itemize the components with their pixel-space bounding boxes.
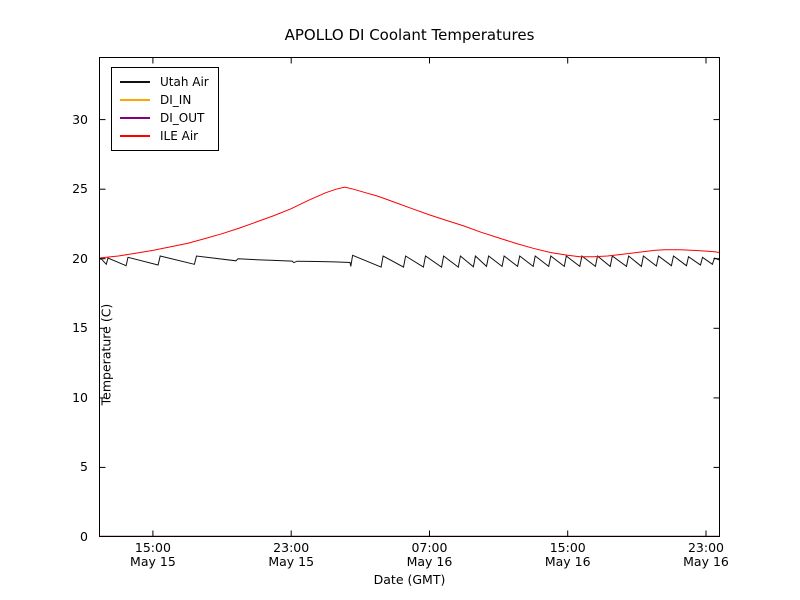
- y-tick-label: 25: [72, 181, 88, 197]
- axes-frame: [99, 57, 720, 537]
- legend-label: DI_OUT: [160, 111, 205, 125]
- x-tick-label: 07:00 May 16: [374, 541, 484, 569]
- x-tick-label: 23:00 May 15: [236, 541, 346, 569]
- y-axis-label: Temperature (C): [98, 303, 114, 406]
- legend-label: ILE Air: [160, 129, 199, 143]
- legend-line-swatch: [120, 135, 150, 137]
- plot-area: Temperature (C): [99, 57, 720, 537]
- legend-line-swatch: [120, 81, 150, 83]
- series-line-ile-air: [99, 186, 720, 259]
- series-line-utah-air: [99, 254, 720, 268]
- legend-label: Utah Air: [160, 75, 209, 89]
- legend-item-di-in: DI_IN: [120, 91, 209, 109]
- plot-canvas: [99, 57, 720, 537]
- x-tick-label: 15:00 May 16: [513, 541, 623, 569]
- y-tick-label: 0: [80, 529, 88, 544]
- y-tick-label: 15: [72, 320, 88, 336]
- x-tick-time: 23:00: [273, 540, 310, 555]
- y-tick-label: 30: [72, 111, 88, 127]
- x-axis-label: Date (GMT): [373, 572, 446, 587]
- legend-item-utah-air: Utah Air: [120, 73, 209, 91]
- x-tick-date: May 16: [544, 554, 591, 569]
- legend-item-ile-air: ILE Air: [120, 127, 209, 145]
- legend-line-swatch: [120, 99, 150, 101]
- x-tick-label: 15:00 May 15: [98, 541, 208, 569]
- x-tick-time: 15:00: [134, 540, 171, 555]
- x-tick-time: 07:00: [411, 540, 448, 555]
- y-tick-label: 5: [80, 459, 88, 475]
- x-tick-time: 15:00: [549, 540, 586, 555]
- legend-label: DI_IN: [160, 93, 192, 107]
- x-tick-date: May 16: [683, 554, 729, 569]
- y-tick-label: 20: [72, 250, 88, 266]
- chart-title: APOLLO DI Coolant Temperatures: [284, 26, 535, 44]
- x-tick-label: 23:00 May 16: [651, 541, 761, 569]
- x-tick-date: May 16: [406, 554, 453, 569]
- legend-line-swatch: [120, 117, 150, 119]
- legend-item-di-out: DI_OUT: [120, 109, 209, 127]
- x-tick-time: 23:00: [687, 540, 725, 555]
- y-tick-label: 10: [72, 389, 88, 405]
- x-tick-date: May 15: [130, 554, 176, 569]
- x-tick-date: May 15: [268, 554, 315, 569]
- legend: Utah Air DI_IN DI_OUT ILE Air: [111, 67, 219, 151]
